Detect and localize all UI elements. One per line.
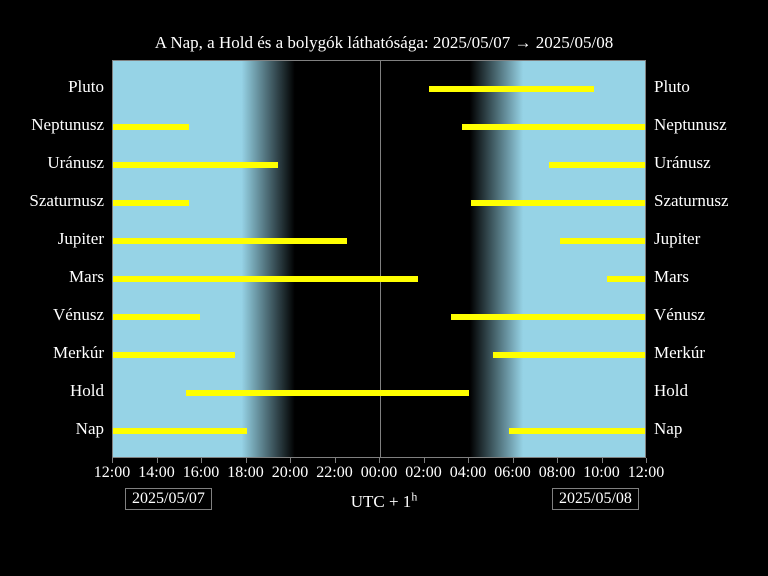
x-tick-label: 20:00 xyxy=(272,464,308,482)
x-tick-mark xyxy=(157,458,158,463)
body-label-left: Merkúr xyxy=(53,343,104,363)
visibility-bar xyxy=(113,314,200,320)
chart-canvas: A Nap, a Hold és a bolygók láthatósága: … xyxy=(0,0,768,576)
chart-title: A Nap, a Hold és a bolygók láthatósága: … xyxy=(0,33,768,53)
visibility-bar xyxy=(462,124,646,130)
visibility-bar xyxy=(113,124,189,130)
visibility-bar xyxy=(113,352,235,358)
x-tick-mark xyxy=(112,458,113,463)
x-tick-mark xyxy=(335,458,336,463)
plot-area xyxy=(112,60,646,458)
x-tick-mark xyxy=(246,458,247,463)
x-tick-mark xyxy=(513,458,514,463)
body-label-left: Hold xyxy=(70,381,104,401)
x-tick-label: 00:00 xyxy=(361,464,397,482)
body-label-left: Neptunusz xyxy=(31,115,104,135)
visibility-bar xyxy=(113,276,418,282)
x-tick-label: 04:00 xyxy=(450,464,486,482)
x-tick-mark xyxy=(646,458,647,463)
x-tick-mark xyxy=(602,458,603,463)
body-label-left: Nap xyxy=(76,419,104,439)
body-label-right: Jupiter xyxy=(654,229,700,249)
visibility-bar xyxy=(186,390,469,396)
x-tick-label: 12:00 xyxy=(628,464,664,482)
x-tick-mark xyxy=(424,458,425,463)
x-tick-label: 22:00 xyxy=(316,464,352,482)
body-label-right: Merkúr xyxy=(654,343,705,363)
x-tick-mark xyxy=(201,458,202,463)
visibility-bar xyxy=(509,428,646,434)
visibility-bar xyxy=(607,276,646,282)
x-axis-label: UTC + 1h xyxy=(0,492,768,512)
body-label-right: Uránusz xyxy=(654,153,711,173)
body-label-left: Jupiter xyxy=(58,229,104,249)
day-night-background xyxy=(113,61,645,457)
x-tick-label: 16:00 xyxy=(183,464,219,482)
body-label-left: Mars xyxy=(69,267,104,287)
x-tick-label: 18:00 xyxy=(227,464,263,482)
visibility-bar xyxy=(549,162,646,168)
visibility-bar xyxy=(113,200,189,206)
x-tick-mark xyxy=(468,458,469,463)
body-label-right: Szaturnusz xyxy=(654,191,729,211)
date-end-box: 2025/05/08 xyxy=(552,488,639,510)
visibility-bar xyxy=(451,314,646,320)
x-tick-mark xyxy=(557,458,558,463)
visibility-bar xyxy=(113,238,347,244)
body-label-left: Szaturnusz xyxy=(29,191,104,211)
x-tick-label: 10:00 xyxy=(583,464,619,482)
body-label-left: Vénusz xyxy=(53,305,104,325)
visibility-bar xyxy=(493,352,646,358)
midnight-line xyxy=(380,61,381,457)
body-label-left: Pluto xyxy=(68,77,104,97)
x-tick-mark xyxy=(379,458,380,463)
body-label-right: Vénusz xyxy=(654,305,705,325)
body-label-right: Neptunusz xyxy=(654,115,727,135)
x-tick-label: 08:00 xyxy=(539,464,575,482)
x-tick-mark xyxy=(290,458,291,463)
x-tick-label: 14:00 xyxy=(138,464,174,482)
visibility-bar xyxy=(471,200,646,206)
visibility-bar xyxy=(113,428,247,434)
x-tick-label: 12:00 xyxy=(94,464,130,482)
body-label-right: Pluto xyxy=(654,77,690,97)
x-tick-label: 06:00 xyxy=(494,464,530,482)
body-label-right: Hold xyxy=(654,381,688,401)
visibility-bar xyxy=(113,162,278,168)
body-label-right: Nap xyxy=(654,419,682,439)
visibility-bar xyxy=(429,86,594,92)
visibility-bar xyxy=(560,238,646,244)
date-start-box: 2025/05/07 xyxy=(125,488,212,510)
body-label-left: Uránusz xyxy=(47,153,104,173)
body-label-right: Mars xyxy=(654,267,689,287)
x-tick-label: 02:00 xyxy=(405,464,441,482)
